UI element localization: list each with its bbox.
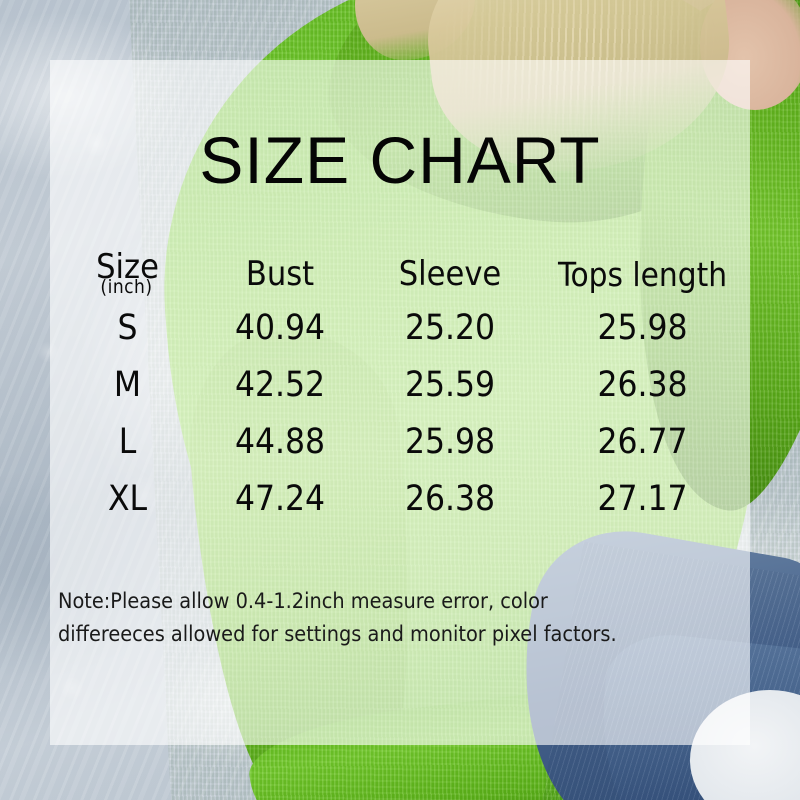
cell-tops-length: 25.98 xyxy=(597,308,688,348)
cell-tops-length: 27.17 xyxy=(597,479,688,519)
column-header-bust: Bust xyxy=(245,254,315,294)
column-header-size-unit: (inch) xyxy=(100,275,153,298)
measurement-note-line-2: differeeces allowed for settings and mon… xyxy=(58,622,617,648)
cell-sleeve: 26.38 xyxy=(404,479,496,519)
measurement-note: Note:Please allow 0.4-1.2inch measure er… xyxy=(58,585,748,652)
cell-size: M xyxy=(113,365,142,405)
table-header-row: Size (inch) Bust Sleeve Tops length xyxy=(60,248,750,300)
cell-bust: 44.88 xyxy=(234,422,326,462)
cell-bust: 42.52 xyxy=(234,365,326,405)
cell-size: S xyxy=(117,308,138,348)
cell-size: L xyxy=(118,422,137,462)
cell-bust: 40.94 xyxy=(234,308,326,348)
size-table: Size (inch) Bust Sleeve Tops length S 40… xyxy=(60,248,750,528)
table-row: S 40.94 25.20 25.98 xyxy=(60,300,750,357)
cell-sleeve: 25.20 xyxy=(404,308,496,348)
cell-sleeve: 25.98 xyxy=(404,422,496,462)
cell-sleeve: 25.59 xyxy=(404,365,496,405)
table-row: XL 47.24 26.38 27.17 xyxy=(60,471,750,528)
cell-tops-length: 26.77 xyxy=(597,422,688,462)
column-header-tops-length: Tops length xyxy=(557,254,728,294)
page-title: SIZE CHART xyxy=(199,123,601,197)
column-header-size-label: Size xyxy=(96,246,159,287)
column-header-size: Size (inch) xyxy=(60,250,195,299)
column-header-sleeve: Sleeve xyxy=(398,254,502,294)
measurement-note-line-1: Note:Please allow 0.4-1.2inch measure er… xyxy=(58,589,548,614)
cell-tops-length: 26.38 xyxy=(597,365,688,405)
white-overlay-panel xyxy=(50,60,750,745)
table-row: L 44.88 25.98 26.77 xyxy=(60,414,750,471)
table-row: M 42.52 25.59 26.38 xyxy=(60,357,750,414)
cell-bust: 47.24 xyxy=(234,479,326,519)
cell-size: XL xyxy=(107,479,148,519)
